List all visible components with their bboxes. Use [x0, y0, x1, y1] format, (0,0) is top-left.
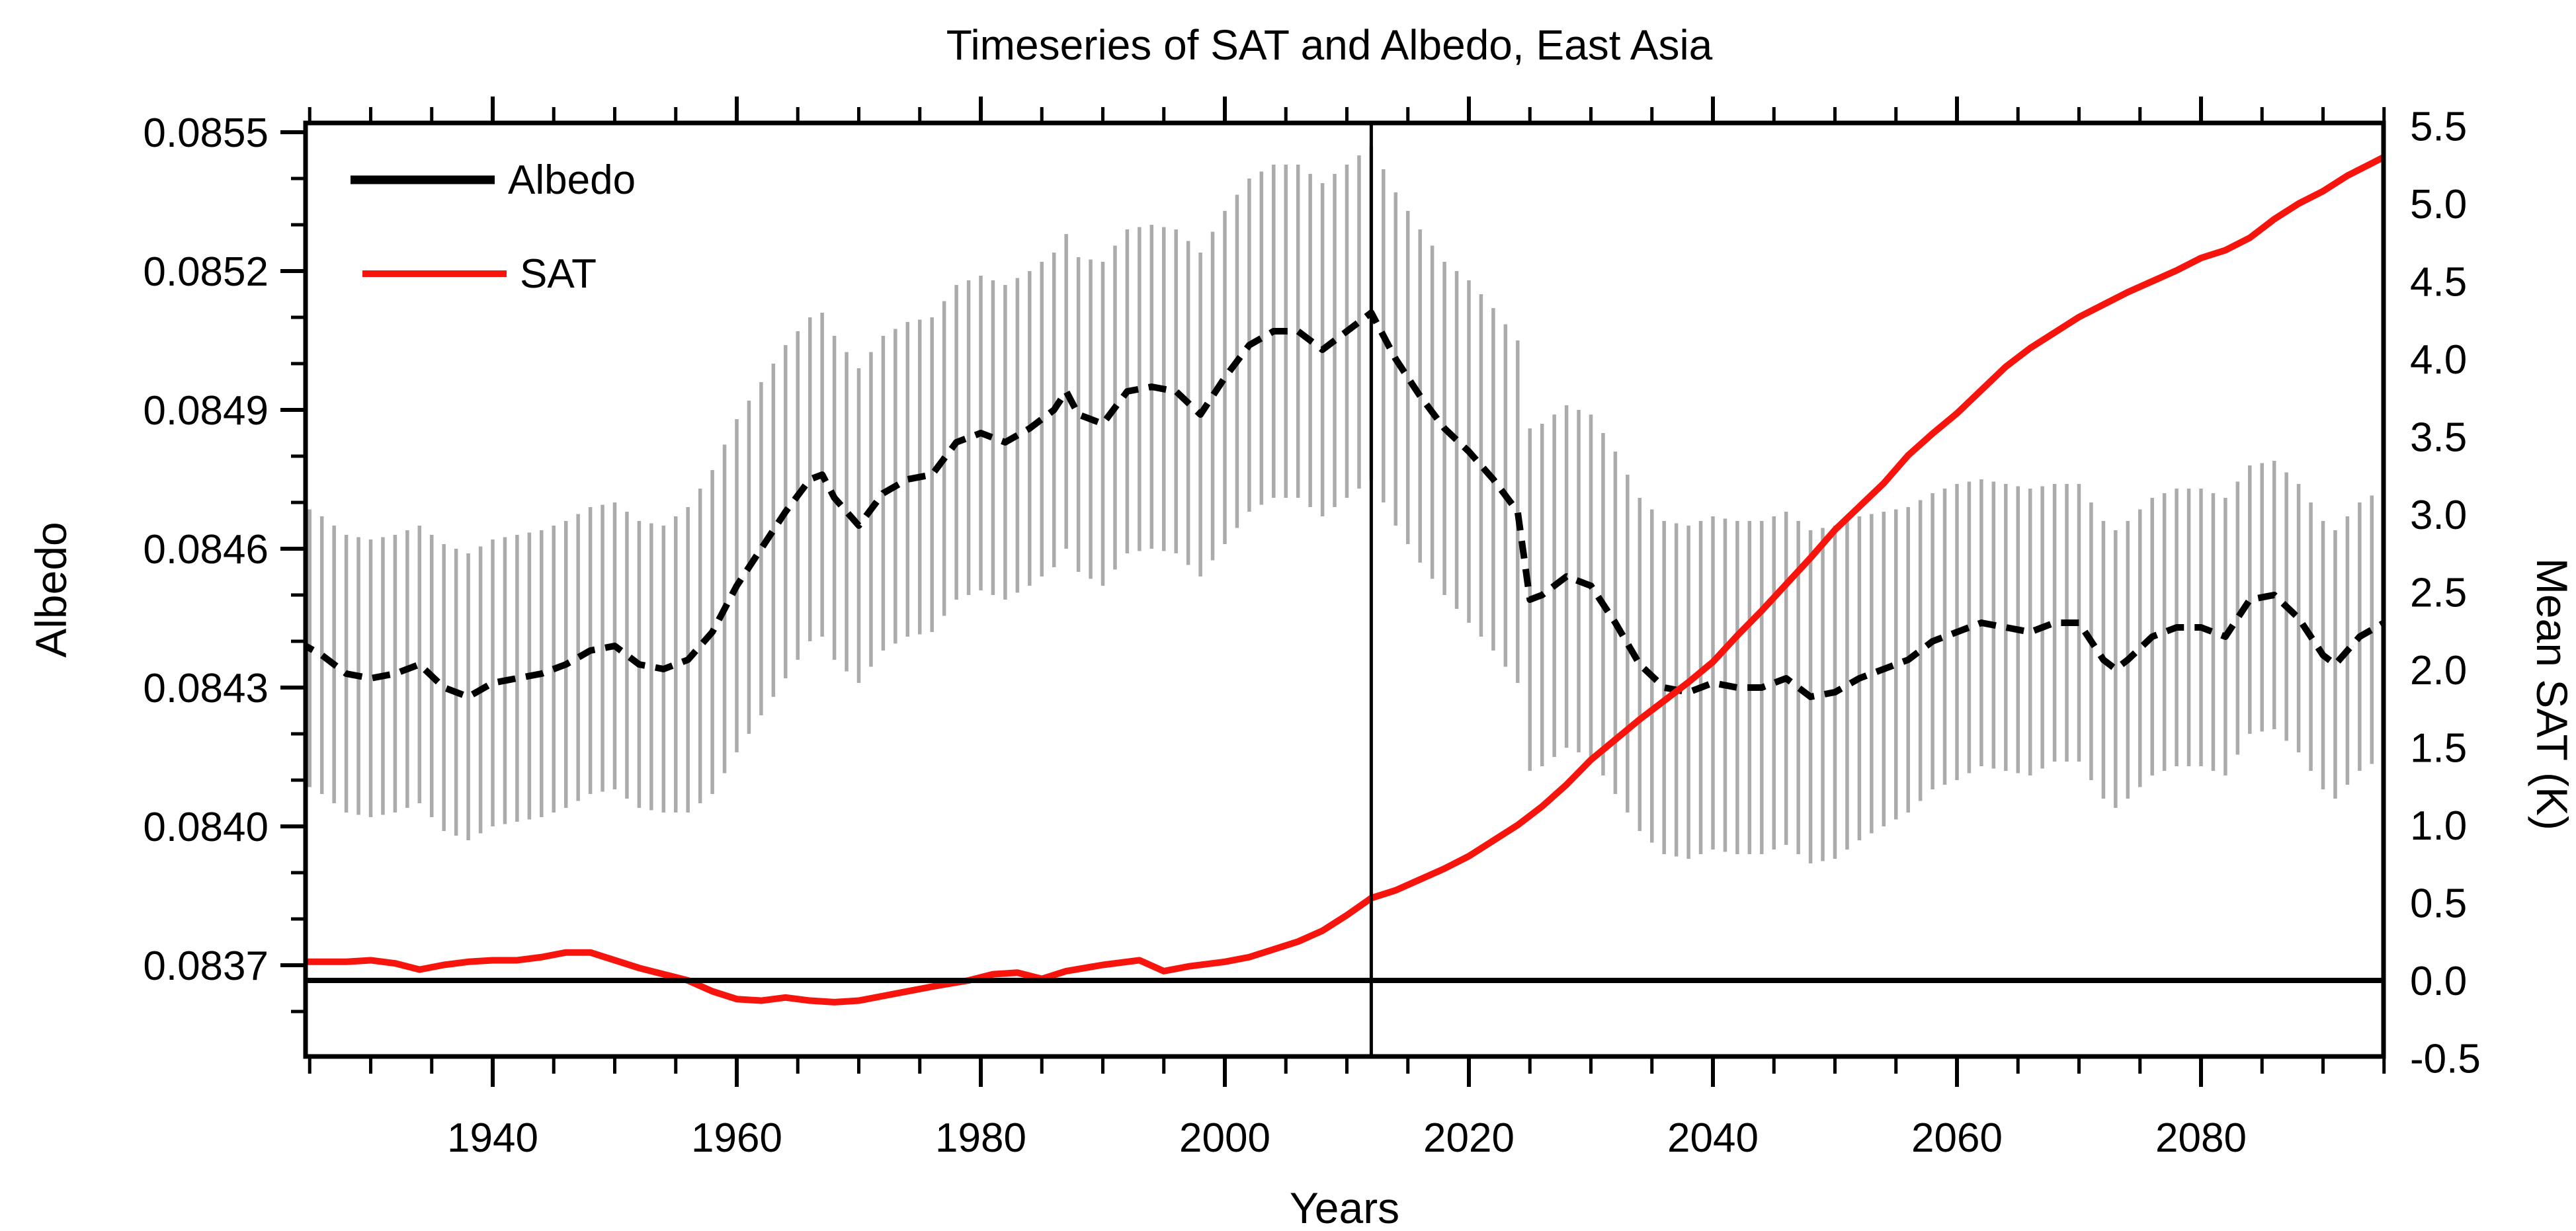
y-right-tick-label: 5.0: [2410, 182, 2467, 227]
y-left-tick-label: 0.0855: [143, 110, 269, 156]
y-right-tick-label: 0.5: [2410, 881, 2467, 927]
y-right-tick-label: 2.0: [2410, 648, 2467, 694]
left-axis-title: Albedo: [26, 522, 75, 658]
y-left-tick-label: 0.0849: [143, 388, 269, 434]
x-axis-title: Years: [1290, 1183, 1399, 1231]
y-left-tick-label: 0.0852: [143, 249, 269, 295]
x-tick-label: 1980: [935, 1115, 1026, 1161]
plot-border: [303, 120, 2386, 1059]
chart-title: Timeseries of SAT and Albedo, East Asia: [946, 21, 1713, 69]
y-right-tick-label: 3.0: [2410, 493, 2467, 538]
y-right-tick-label: 0.0: [2410, 959, 2467, 1004]
y-right-tick-label: 2.5: [2410, 571, 2467, 616]
series-lines: [306, 153, 2384, 1006]
legend-albedo-label: Albedo: [508, 157, 636, 203]
x-tick-label: 2040: [1667, 1115, 1759, 1161]
y-right-tick-label: 1.5: [2410, 726, 2467, 772]
axis-ticks: [280, 97, 2386, 1087]
y-right-tick-label: 5.5: [2410, 104, 2467, 150]
y-right-tick-label: 1.0: [2410, 803, 2467, 849]
reference-lines: [306, 123, 2384, 1056]
legend: Albedo SAT: [351, 157, 636, 297]
legend-sat-label: SAT: [520, 251, 597, 297]
y-left-tick-label: 0.0843: [143, 666, 269, 711]
y-left-tick-label: 0.0846: [143, 527, 269, 573]
y-right-tick-label: 4.0: [2410, 337, 2467, 383]
y-right-tick-label: 4.5: [2410, 260, 2467, 305]
y-left-tick-label: 0.0840: [143, 805, 269, 850]
x-tick-label: 1940: [447, 1115, 538, 1161]
y-right-tick-label: 3.5: [2410, 415, 2467, 461]
sat-series-line: [306, 153, 2384, 1006]
x-tick-label: 2080: [2155, 1115, 2247, 1161]
x-tick-label: 2000: [1179, 1115, 1270, 1161]
x-tick-label: 2060: [1911, 1115, 2003, 1161]
right-axis-title: Mean SAT (K): [2528, 558, 2576, 830]
albedo-series-line: [306, 309, 2384, 700]
x-tick-label: 1960: [691, 1115, 782, 1161]
axis-tick-labels: 1940 1960 1980 2000 2020 2040 2060 2080 0.0837 0.…: [143, 104, 2480, 1162]
plot-frame: [303, 120, 2386, 1059]
albedo-error-bars: [308, 146, 2374, 863]
y-right-tick-label: -0.5: [2410, 1037, 2481, 1082]
y-left-tick-label: 0.0837: [143, 943, 269, 989]
x-tick-label: 2020: [1423, 1115, 1515, 1161]
